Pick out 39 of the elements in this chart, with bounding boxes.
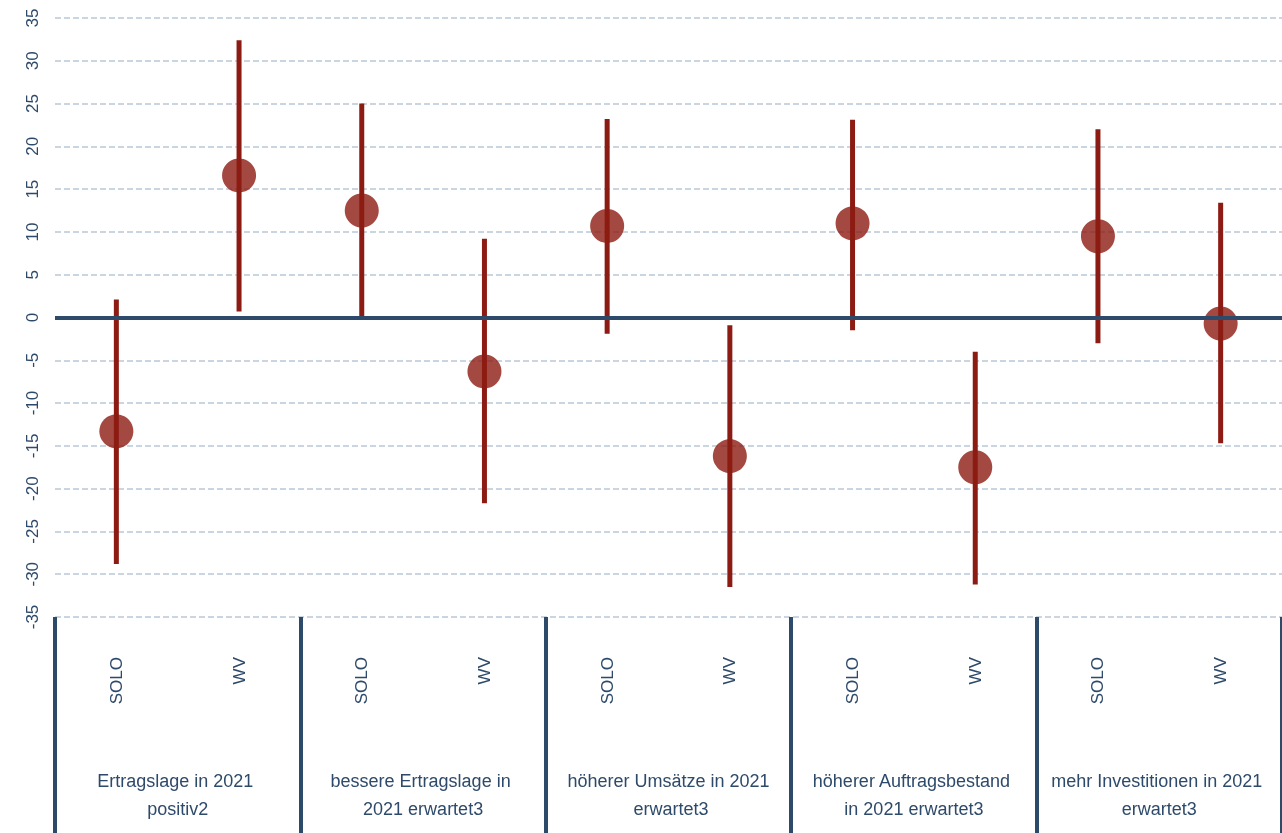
y-tick-label: -35 [23,604,42,630]
y-tick-label: 20 [23,136,42,156]
x-tick-label: SOLO [106,657,126,705]
text: mehr Investitionen in 2021 erwartet3 [1051,771,1268,819]
text: bessere Ertragslage in 2021 erwartet3 [330,771,516,819]
y-tick-label: -25 [23,519,42,544]
point [467,354,502,389]
y-tick-label: 35 [23,8,42,28]
x-tick-label: WV [229,656,249,685]
x-tick-label: WV [474,656,494,685]
x-tick-label: WV [720,656,740,685]
y-tick-label: 5 [23,269,42,280]
text: Ertragslage in 2021 positiv2 [97,771,259,819]
text: höherer Umsätze in 2021 erwartet3 [567,771,770,819]
point [958,450,993,485]
point [344,193,379,228]
y-tick-label: 10 [23,222,42,242]
point [1080,219,1115,254]
y-tick-label: -5 [23,352,42,368]
x-tick-label: SOLO [597,657,617,705]
x-tick-label: WV [965,656,985,685]
point [590,208,625,243]
x-tick-label: WV [1211,656,1231,685]
point [835,206,870,241]
x-tick-label: SOLO [1088,657,1108,705]
point [99,414,134,449]
y-tick-label: 30 [23,51,42,71]
y-tick-label: 15 [23,179,42,199]
x-tick-label: SOLO [352,657,372,705]
y-tick-label: -15 [23,433,42,459]
x-tick-label: SOLO [843,657,863,705]
text: höherer Auftragsbestand in 2021 erwartet3 [812,771,1015,819]
y-tick-label: -30 [23,561,42,587]
y-tick-label: -20 [23,476,42,501]
y-tick-label: 0 [23,312,42,323]
y-tick-label: 25 [23,94,42,114]
y-tick-label: -10 [23,390,42,416]
point [222,158,257,193]
point [712,439,747,474]
